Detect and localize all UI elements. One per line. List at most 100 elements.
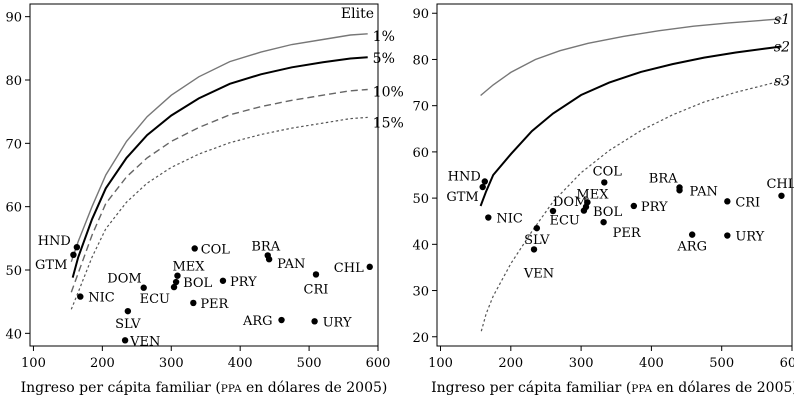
data-point-cri bbox=[724, 198, 731, 205]
point-label-mex: MEX bbox=[576, 187, 609, 202]
point-label-per: PER bbox=[200, 297, 229, 312]
data-point-slv bbox=[533, 224, 541, 232]
x-tick-label: 300 bbox=[159, 356, 184, 371]
x-tick-label: 200 bbox=[498, 356, 523, 371]
point-label-dom: DOM bbox=[107, 272, 141, 287]
curve-label-s1: s1 bbox=[774, 12, 790, 28]
series-line-1% bbox=[70, 33, 368, 263]
y-tick-label: 60 bbox=[412, 146, 429, 161]
curve-label-s2: s2 bbox=[774, 40, 790, 56]
y-tick-label: 30 bbox=[412, 285, 429, 300]
data-point-hnd bbox=[481, 178, 489, 185]
point-label-arg: ARG bbox=[242, 314, 273, 329]
curve-label-1%: 1% bbox=[373, 29, 395, 45]
y-tick-label: 90 bbox=[412, 7, 429, 22]
point-label-slv: SLV bbox=[115, 317, 141, 332]
chart-panel-2: 100 200 300 400 500 600 20 30 40 50 60 70 80 90 Ingres… bbox=[412, 3, 794, 396]
data-point-per bbox=[600, 218, 607, 226]
data-point-arg bbox=[278, 316, 285, 324]
y-tick-label: 50 bbox=[5, 264, 22, 279]
data-point-arg bbox=[688, 231, 696, 238]
point-label-slv: SLV bbox=[524, 233, 550, 248]
y-tick-label: 90 bbox=[5, 11, 22, 26]
point-label-bol: BOL bbox=[593, 205, 622, 220]
data-point-col bbox=[601, 179, 608, 186]
x-tick-label: 100 bbox=[428, 356, 453, 371]
point-label-hnd: HND bbox=[448, 169, 481, 184]
point-label-nic: NIC bbox=[496, 212, 523, 227]
data-point-ecu bbox=[170, 283, 178, 291]
data-point-ven bbox=[121, 337, 129, 344]
y-tick-label: 50 bbox=[412, 192, 429, 207]
plot-frame bbox=[436, 3, 793, 347]
data-point-ecu bbox=[580, 207, 588, 214]
point-label-gtm: GTM bbox=[35, 258, 67, 273]
point-label-ecu: ECU bbox=[550, 214, 580, 229]
data-point-pry bbox=[219, 277, 227, 284]
point-label-hnd: HND bbox=[38, 234, 71, 249]
x-tick-label: 500 bbox=[297, 356, 322, 371]
data-point-pan bbox=[265, 256, 273, 263]
point-label-chl: CHL bbox=[766, 177, 794, 192]
point-label-cri: CRI bbox=[735, 195, 760, 210]
x-tick-label: 200 bbox=[90, 356, 115, 371]
data-point-nic bbox=[77, 293, 84, 300]
curve-label-15%: 15% bbox=[373, 115, 404, 131]
data-point-pry bbox=[630, 202, 638, 210]
point-label-bol: BOL bbox=[183, 276, 212, 291]
series-line-10% bbox=[70, 88, 368, 293]
series-line-s2 bbox=[479, 45, 782, 207]
y-tick-label: 40 bbox=[412, 238, 429, 253]
point-label-dom: DOM bbox=[553, 195, 587, 210]
point-label-pry: PRY bbox=[230, 275, 257, 290]
x-tick-label: 600 bbox=[366, 356, 391, 371]
data-point-hnd bbox=[73, 244, 81, 251]
x-axis-label: Ingreso per cápita familiar (PPA en dóla… bbox=[21, 380, 388, 396]
data-point-col bbox=[191, 245, 198, 252]
series-line-15% bbox=[70, 116, 368, 310]
series-line-s3 bbox=[480, 80, 782, 332]
data-point-nic bbox=[485, 214, 492, 221]
data-point-ury bbox=[724, 232, 731, 239]
data-point-gtm bbox=[70, 251, 77, 258]
y-tick-label: 40 bbox=[5, 327, 22, 342]
point-label-ven: VEN bbox=[523, 266, 554, 281]
point-label-nic: NIC bbox=[88, 291, 115, 306]
data-point-cri bbox=[312, 271, 320, 278]
point-label-ven: VEN bbox=[129, 334, 160, 349]
point-label-mex: MEX bbox=[172, 260, 205, 275]
point-label-per: PER bbox=[613, 226, 642, 241]
point-label-arg: ARG bbox=[676, 240, 707, 255]
data-point-dom bbox=[140, 284, 147, 291]
x-axis-label: Ingreso per cápita familiar (PPA en dóla… bbox=[431, 380, 794, 396]
y-tick-label: 80 bbox=[5, 74, 22, 89]
point-label-pan: PAN bbox=[277, 257, 305, 272]
data-point-ven bbox=[530, 246, 538, 253]
legend-title: Elite bbox=[341, 6, 374, 22]
x-tick-label: 100 bbox=[21, 356, 46, 371]
data-point-slv bbox=[124, 307, 132, 315]
y-tick-label: 70 bbox=[5, 137, 22, 152]
y-tick-label: 60 bbox=[5, 201, 22, 216]
x-tick-label: 500 bbox=[709, 356, 734, 371]
series-line-5% bbox=[71, 56, 368, 278]
point-label-ury: URY bbox=[735, 230, 764, 245]
point-label-pry: PRY bbox=[641, 200, 668, 215]
data-point-chl bbox=[778, 192, 785, 199]
data-point-ury bbox=[311, 318, 318, 325]
point-label-bra: BRA bbox=[649, 171, 678, 186]
data-point-chl bbox=[366, 263, 373, 271]
y-tick-label: 70 bbox=[412, 100, 429, 115]
point-label-ury: URY bbox=[323, 315, 352, 330]
point-label-pan: PAN bbox=[690, 184, 718, 199]
point-label-col: COL bbox=[593, 164, 623, 179]
point-label-gtm: GTM bbox=[446, 190, 478, 205]
point-label-chl: CHL bbox=[334, 261, 364, 276]
data-point-mex bbox=[174, 272, 181, 279]
curve-label-s3: s3 bbox=[774, 74, 790, 90]
point-label-cri: CRI bbox=[304, 282, 329, 297]
chart-panel-1: 100 200 300 400 500 600 40 50 60 70 80 90 Ingreso pe… bbox=[5, 3, 404, 396]
x-tick-label: 400 bbox=[228, 356, 253, 371]
plot-frame bbox=[29, 3, 379, 347]
